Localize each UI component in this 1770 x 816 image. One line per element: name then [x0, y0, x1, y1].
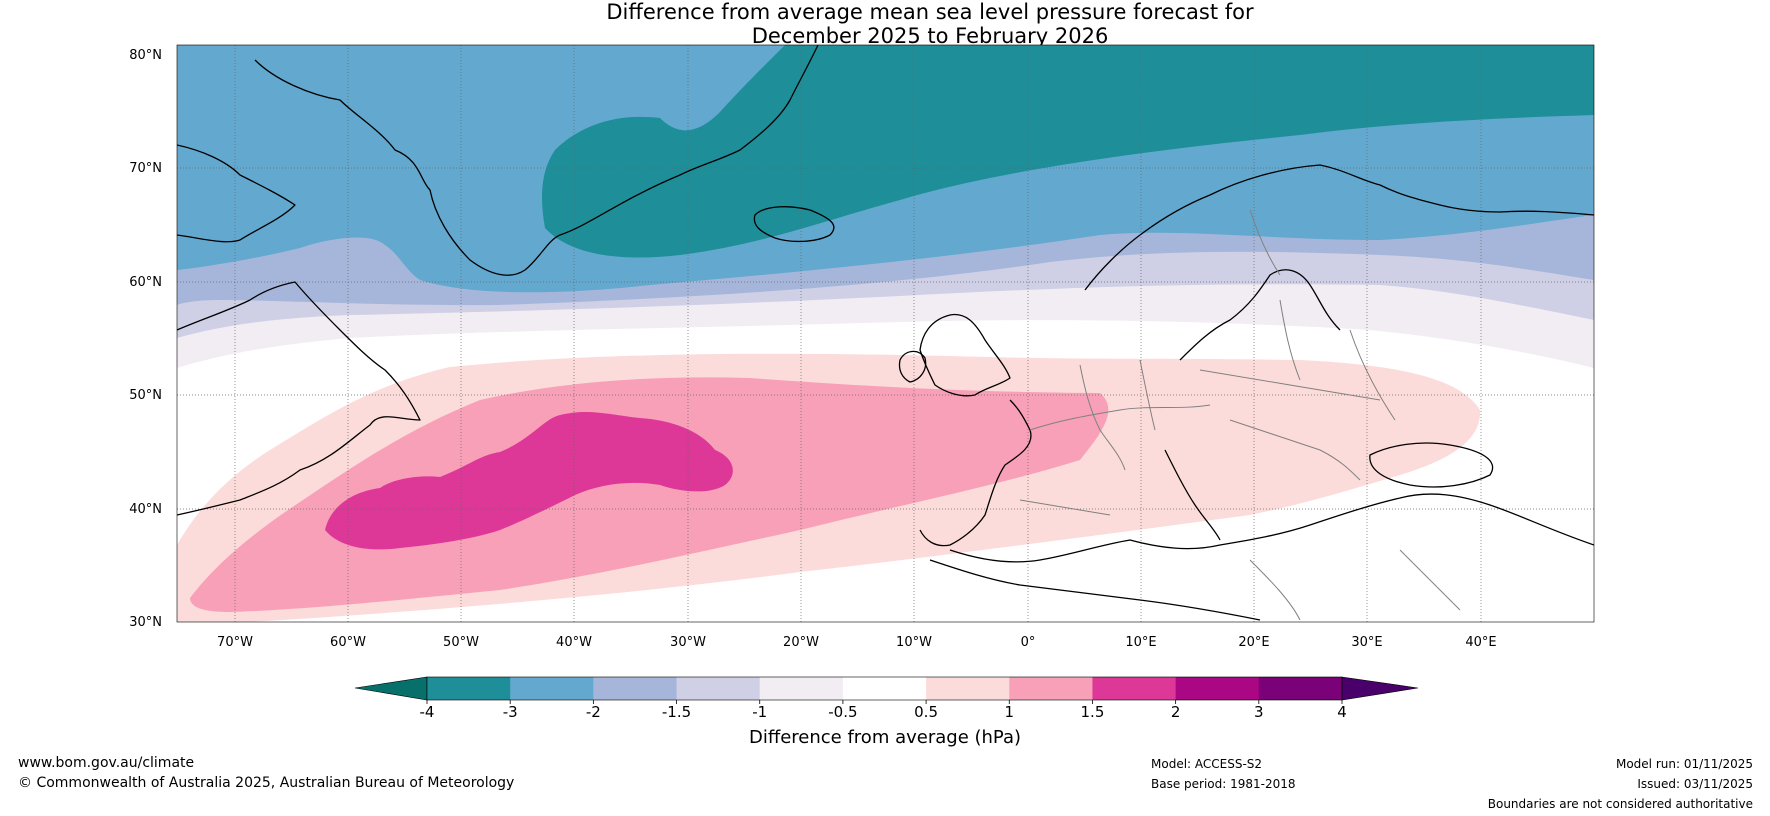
base-period: Base period: 1981-2018 [1151, 777, 1296, 791]
coastlines [177, 45, 1594, 621]
gridlines [177, 45, 1594, 622]
colorbar-segment [842, 677, 927, 700]
border [1079, 364, 1126, 471]
colorbar-tick-label: 1 [1004, 703, 1015, 721]
lon-label-0: 0° [1020, 635, 1036, 650]
lat-label-70n: 70°N [129, 161, 162, 176]
coastline-italy [1164, 449, 1221, 541]
lon-label-30e: 30°E [1351, 635, 1383, 650]
colorbar-tickmarks [426, 700, 1343, 704]
country-borders [1019, 209, 1461, 621]
band-pos-1 [190, 377, 1109, 612]
band-neg-3 [542, 45, 1594, 258]
colorbar-tick-label: -0.5 [828, 703, 858, 721]
colorbar-segment [593, 677, 678, 700]
lat-label-30n: 30°N [129, 615, 162, 630]
coastline-ireland [898, 350, 927, 383]
colorbar-segment [1175, 677, 1260, 700]
title-line-1: Difference from average mean sea level p… [606, 0, 1254, 24]
border [1249, 209, 1281, 276]
colorbar-extend-low [354, 676, 428, 701]
lon-label-70w: 70°W [217, 635, 253, 650]
lon-label-10e: 10°E [1125, 635, 1157, 650]
border [1139, 359, 1156, 431]
border [1249, 559, 1301, 621]
border [1399, 549, 1461, 611]
band-pos-1p5 [325, 411, 733, 550]
colorbar-tick-label: -2 [585, 703, 601, 721]
colorbar-segments [427, 677, 1343, 700]
coastline-labrador [177, 281, 421, 516]
map-title: Difference from average mean sea level p… [500, 0, 1360, 48]
colorbar-segment [676, 677, 761, 700]
lon-label-50w: 50°W [443, 635, 479, 650]
lat-label-60n: 60°N [129, 275, 162, 290]
colorbar-tick-label: 3 [1254, 703, 1264, 721]
lat-label-40n: 40°N [129, 502, 162, 517]
colorbar-segment [1009, 677, 1093, 700]
coastline-scandinavia [1084, 164, 1594, 291]
boundaries-note: Boundaries are not considered authoritat… [1487, 797, 1753, 811]
coastline-black-sea [1369, 442, 1494, 488]
colorbar-tick-label: -3 [502, 703, 518, 721]
colorbar-tick-label: 4 [1337, 703, 1347, 721]
border [1349, 329, 1396, 421]
lon-label-20w: 20°W [783, 635, 819, 650]
border [1279, 299, 1301, 381]
colorbar-tick-label: -4 [419, 703, 435, 721]
colorbar-segment [926, 677, 1010, 700]
lon-label-30w: 30°W [670, 635, 706, 650]
coastline-europe-west [919, 399, 1032, 547]
colorbar-tick-label: 2 [1170, 703, 1181, 721]
colorbar-tick-label: 1.5 [1080, 703, 1105, 721]
issued-date: Issued: 03/11/2025 [1637, 777, 1753, 791]
colorbar-segment [510, 677, 594, 700]
coastline-baffin [177, 144, 296, 243]
model-name: Model: ACCESS-S2 [1151, 757, 1263, 771]
coastline-british-isles [919, 313, 1011, 397]
colorbar-segment [1092, 677, 1177, 700]
border [1029, 404, 1211, 431]
title-line-2: December 2025 to February 2026 [751, 24, 1109, 48]
lat-label-50n: 50°N [129, 388, 162, 403]
website-link[interactable]: www.bom.gov.au/climate [18, 755, 195, 771]
copyright-text: © Commonwealth of Australia 2025, Austra… [18, 775, 515, 791]
colorbar-tick-label: -1 [752, 703, 768, 721]
coastline-north-africa [929, 559, 1261, 621]
lon-label-20e: 20°E [1238, 635, 1270, 650]
coastline-mediterranean [949, 493, 1594, 563]
map-frame [176, 44, 1595, 623]
coastline-greenland [254, 45, 819, 276]
lon-label-40e: 40°E [1465, 635, 1497, 650]
colorbar-segment [759, 677, 844, 700]
colorbar-label: Difference from average (hPa) [748, 727, 1022, 748]
model-run-date: Model run: 01/11/2025 [1615, 757, 1753, 771]
coastline-baltic [1179, 269, 1341, 361]
colorbar-frame [426, 676, 1343, 701]
colorbar-segment [1258, 677, 1343, 700]
lon-label-10w: 10°W [896, 635, 932, 650]
border [1199, 369, 1381, 401]
coastline-iceland [753, 206, 835, 243]
border [1229, 419, 1361, 481]
colorbar-extend-high [1341, 676, 1419, 701]
colorbar-segment [427, 677, 511, 700]
lat-label-80n: 80°N [129, 48, 162, 63]
lon-label-60w: 60°W [330, 635, 366, 650]
colorbar-tick-label: 0.5 [914, 703, 938, 721]
lon-label-40w: 40°W [556, 635, 592, 650]
border [1019, 499, 1111, 516]
colorbar-tick-label: -1.5 [661, 703, 692, 721]
